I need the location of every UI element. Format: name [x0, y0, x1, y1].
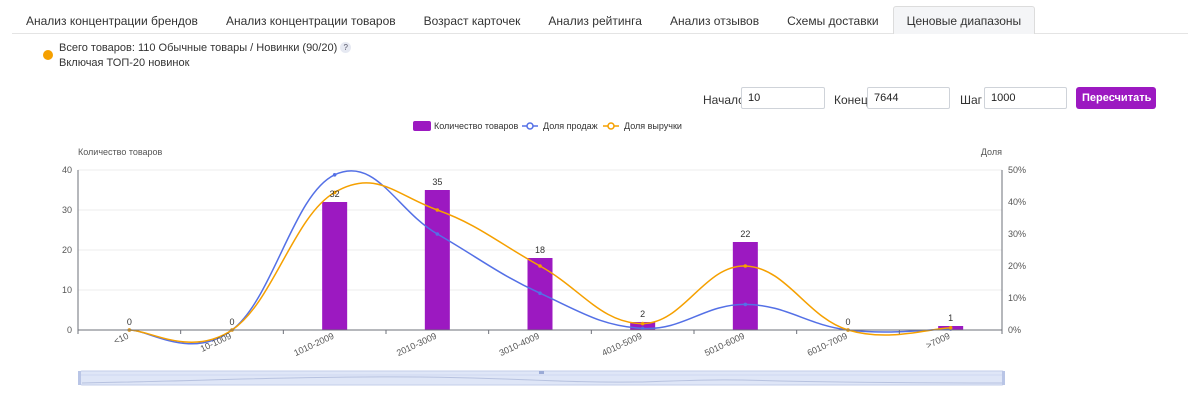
bar-value-label: 18	[535, 245, 545, 255]
y2-tick-label: 30%	[1008, 229, 1026, 239]
tab-0[interactable]: Анализ концентрации брендов	[26, 14, 198, 28]
y2-tick-label: 20%	[1008, 261, 1026, 271]
help-icon[interactable]: ?	[340, 42, 352, 53]
step-input[interactable]	[984, 87, 1067, 109]
zoom-right-handle[interactable]	[1002, 371, 1005, 385]
recalculate-button[interactable]: Пересчитать	[1076, 87, 1156, 109]
y-tick-label: 20	[62, 245, 72, 255]
total-products-text: Всего товаров: 110 Обычные товары / Нови…	[59, 42, 338, 54]
x-tick-label: 6010-7009	[806, 331, 849, 358]
sales-share-point[interactable]	[332, 173, 337, 177]
legend-label[interactable]: Доля продаж	[543, 121, 598, 131]
sales-share-point[interactable]	[538, 291, 542, 296]
start-label: Начало	[703, 93, 745, 107]
sales-share-point[interactable]	[743, 302, 748, 307]
tab-1[interactable]: Анализ концентрации товаров	[225, 14, 396, 28]
x-tick-label: <10	[112, 331, 130, 347]
bar[interactable]	[732, 242, 758, 330]
total-products-info: Всего товаров: 110 Обычные товары / Нови…	[59, 42, 352, 54]
y2-tick-label: 40%	[1008, 197, 1026, 207]
zoom-left-handle[interactable]	[78, 371, 81, 385]
y2-tick-label: 10%	[1008, 293, 1026, 303]
tabs-bar: Анализ концентрации брендов Анализ концен…	[12, 6, 1188, 34]
end-input[interactable]	[867, 87, 950, 109]
y-tick-label: 10	[62, 285, 72, 295]
zoom-drag-handle[interactable]	[539, 371, 544, 374]
legend-swatch-bar[interactable]	[413, 121, 431, 131]
x-tick-label: 2010-3009	[395, 331, 438, 358]
y-axis-title: Количество товаров	[78, 147, 163, 157]
step-label: Шаг	[960, 93, 983, 107]
bar[interactable]	[322, 202, 348, 330]
x-tick-label: 5010-6009	[703, 331, 746, 358]
x-tick-label: >7009	[924, 331, 951, 351]
x-tick-label: 10-1009	[199, 331, 233, 354]
tab-3[interactable]: Анализ рейтинга	[548, 14, 642, 28]
bar-value-label: 22	[740, 229, 750, 239]
bar[interactable]	[630, 322, 656, 330]
bar-value-label: 1	[948, 313, 953, 323]
end-label: Конец	[834, 93, 868, 107]
legend-swatch-marker[interactable]	[607, 122, 615, 130]
bar-value-label: 0	[127, 317, 132, 327]
revenue-share-point[interactable]	[435, 208, 440, 212]
revenue-share-point[interactable]	[743, 264, 748, 268]
sales-share-point[interactable]	[435, 232, 440, 236]
legend-swatch-marker[interactable]	[526, 122, 534, 130]
tab-5[interactable]: Схемы доставки	[787, 14, 879, 28]
revenue-share-point[interactable]	[640, 321, 645, 326]
x-tick-label: 3010-4009	[498, 331, 541, 358]
bar-value-label: 32	[330, 189, 340, 199]
y2-axis-title: Доля	[981, 147, 1002, 157]
bar-value-label: 0	[229, 317, 234, 327]
status-dot	[43, 50, 53, 60]
top20-info: Включая ТОП-20 новинок	[59, 57, 190, 69]
y-tick-label: 30	[62, 205, 72, 215]
bar-value-label: 0	[845, 317, 850, 327]
chart-legend: Количество товаров Доля продаж Доля выручк…	[413, 121, 682, 131]
y-tick-label: 40	[62, 165, 72, 175]
legend-label[interactable]: Количество товаров	[434, 121, 519, 131]
legend-label[interactable]: Доля выручки	[624, 121, 682, 131]
zoom-slider[interactable]	[78, 370, 1005, 386]
y2-tick-label: 0%	[1008, 325, 1021, 335]
line-series	[127, 170, 953, 345]
y-tick-label: 0	[67, 325, 72, 335]
x-tick-label: 4010-5009	[600, 331, 643, 358]
revenue-share-point[interactable]	[948, 325, 953, 330]
bar-value-label: 2	[640, 309, 645, 319]
y2-tick-label: 50%	[1008, 165, 1026, 175]
tab-2[interactable]: Возраст карточек	[423, 14, 521, 28]
tab-6[interactable]: Ценовые диапазоны	[892, 6, 1036, 34]
zoom-preview-line	[81, 376, 1003, 384]
tab-4[interactable]: Анализ отзывов	[669, 14, 760, 28]
x-tick-label: 1010-2009	[292, 331, 335, 358]
revenue-share-point[interactable]	[332, 190, 337, 195]
revenue-share-point[interactable]	[538, 264, 542, 268]
bar-value-label: 35	[432, 177, 442, 187]
sales-share-line	[129, 170, 951, 345]
sales-share-point[interactable]	[640, 326, 645, 331]
start-input[interactable]	[741, 87, 825, 109]
